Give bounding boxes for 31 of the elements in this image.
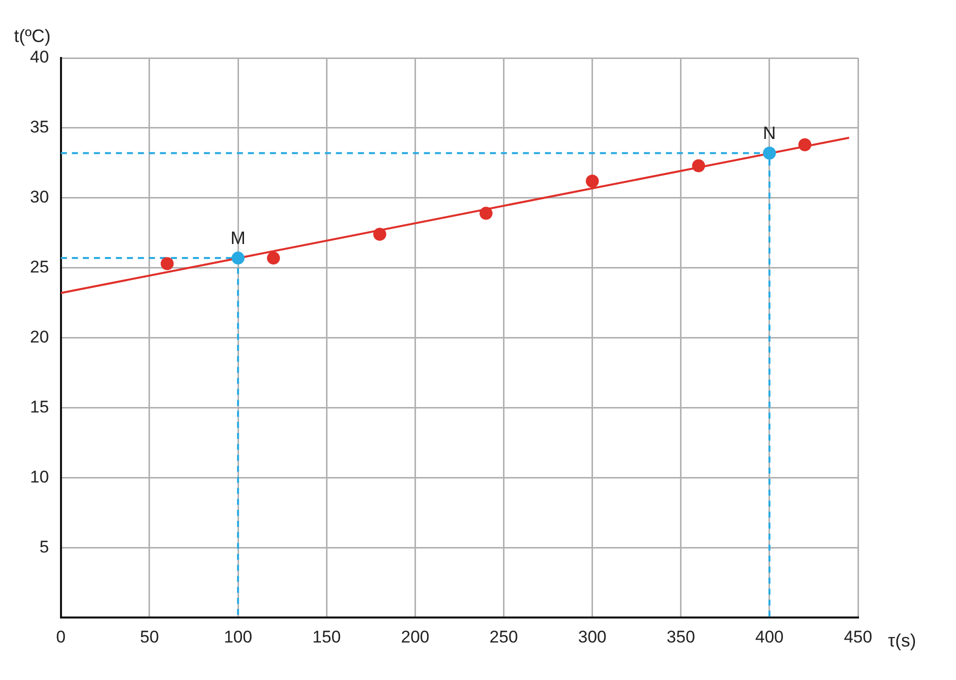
x-tick-label: 100: [224, 627, 252, 646]
x-tick-label: 300: [578, 627, 606, 646]
point: [232, 252, 245, 265]
y-tick-label: 25: [30, 258, 49, 277]
x-tick-label: 350: [666, 627, 696, 646]
y-tick-label: 35: [30, 118, 49, 137]
y-tick-label: 15: [30, 397, 49, 416]
point: [480, 206, 493, 220]
point: [586, 174, 599, 188]
x-tick-label: 150: [312, 627, 341, 646]
x-tick-label: 200: [400, 627, 430, 646]
x-tick-label: 400: [755, 627, 784, 646]
annotation: N: [762, 123, 776, 144]
x-tick-label: 0: [56, 627, 66, 646]
y-tick-label: 5: [39, 537, 49, 556]
point: [373, 228, 386, 241]
y-tick-label: 30: [30, 188, 49, 207]
y-tick-label: 20: [30, 327, 49, 346]
x-tick-label: 250: [490, 627, 518, 646]
y-axis-title: t(ºC): [14, 26, 51, 46]
x-tick-label: 450: [844, 627, 872, 646]
x-axis-title: τ(s): [888, 630, 916, 651]
y-tick-label: 40: [30, 48, 49, 67]
point: [762, 146, 776, 160]
y-tick-label: 10: [30, 467, 49, 486]
point: [798, 138, 812, 152]
annotation: M: [230, 228, 246, 248]
point: [266, 252, 280, 265]
point: [692, 159, 706, 172]
point: [160, 257, 174, 270]
x-tick-label: 50: [140, 627, 159, 646]
